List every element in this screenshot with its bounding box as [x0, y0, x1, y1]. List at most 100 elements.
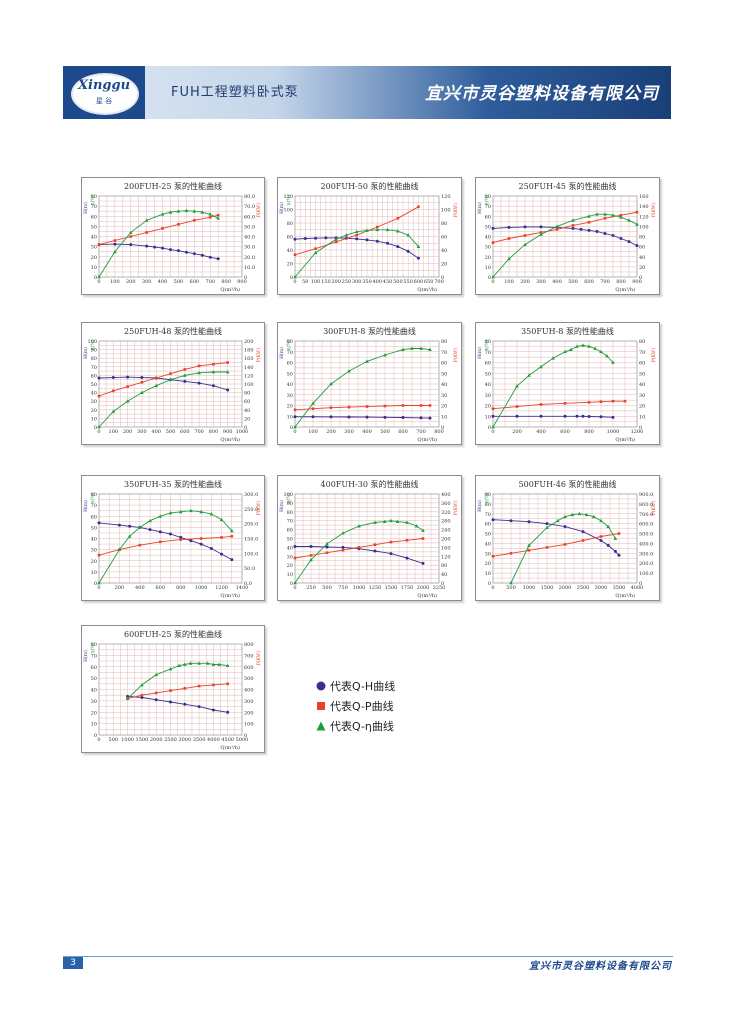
data-point-eta	[396, 229, 400, 233]
x-tick-label: 500	[568, 279, 578, 285]
data-point-qh	[587, 414, 591, 418]
data-point-qp	[140, 693, 144, 697]
data-point-eta	[551, 356, 555, 360]
y-right-tick-label: 30	[639, 393, 645, 399]
data-point-qp	[623, 399, 627, 403]
x-tick-label: 1000	[236, 429, 249, 435]
y-right-tick-label: 900.0	[639, 492, 653, 498]
data-point-qp	[571, 224, 575, 227]
series-eta	[509, 511, 618, 585]
p-axis-unit: P(KW)	[650, 348, 657, 363]
data-point-qp	[419, 404, 423, 407]
chart-350fuh-8: 350FUH-8 泵的性能曲线 H(m) η(%) P(KW) 0 200 400 600 80…	[475, 322, 660, 445]
y-left-tick-label: 10	[287, 414, 293, 420]
x-tick-label: 700	[434, 279, 444, 285]
data-point-eta	[158, 514, 163, 518]
y-left-tick-label: 70	[485, 350, 491, 356]
data-point-qh	[355, 237, 359, 241]
plot-frame	[294, 493, 440, 584]
data-point-eta	[140, 390, 144, 394]
data-point-qp	[527, 549, 531, 552]
y-right-tick-label: 400.0	[639, 541, 653, 547]
y-right-tick-label: 120	[639, 214, 649, 220]
data-point-qh	[184, 250, 188, 254]
y-right-tick-label: 0	[244, 425, 247, 431]
data-point-qh	[176, 249, 180, 253]
x-tick-label: 600	[180, 429, 190, 435]
data-point-eta	[357, 524, 361, 528]
y-left-tick-label: 80	[91, 642, 97, 648]
data-point-qp	[293, 556, 297, 560]
x-tick-label: 0	[97, 737, 100, 743]
x-axis-label: Q(m³/h)	[220, 436, 240, 443]
x-tick-label: 500	[380, 429, 390, 435]
y-left-tick-label: 80	[287, 510, 293, 516]
y-left-tick-label: 30	[91, 245, 97, 251]
series-eta	[97, 508, 234, 585]
y-left-tick-label: 10	[485, 571, 491, 577]
chart-350fuh-35: 350FUH-35 泵的性能曲线 H(m) η(%) P(KW) 0 200 400 600 8…	[81, 475, 265, 601]
y-left-tick-label: 10	[485, 265, 491, 271]
data-point-eta	[184, 208, 189, 213]
data-point-qp	[183, 687, 187, 690]
x-tick-label: 0	[491, 429, 494, 435]
data-point-qh	[230, 558, 234, 562]
y-right-tick-label: 10	[639, 414, 645, 420]
chart-200fuh-50: 200FUH-50 泵的性能曲线 H(m) η(%) P(KW) 0 50 100 150 20…	[277, 177, 462, 295]
y-right-tick-label: 0	[441, 581, 444, 587]
series-qh	[97, 242, 220, 261]
series-eta	[491, 212, 639, 279]
data-point-eta	[127, 534, 132, 538]
data-point-qh	[581, 530, 585, 534]
chart-300fuh-8: 300FUH-8 泵的性能曲线 H(m) η(%) P(KW) 0 100 200 300 40…	[277, 322, 462, 445]
series-line-qp	[98, 535, 232, 556]
y-right-tick-label: 40	[244, 408, 250, 414]
y-left-tick-label: 10	[91, 416, 97, 422]
data-point-eta	[113, 249, 117, 254]
data-point-qh	[507, 225, 511, 229]
data-point-qp	[509, 552, 513, 555]
data-point-qh	[491, 414, 495, 418]
header-company-name: 宜兴市灵谷塑料设备有限公司	[425, 84, 659, 104]
data-point-qh	[396, 245, 400, 249]
p-axis-unit: P(KW)	[452, 501, 459, 516]
x-tick-label: 2500	[577, 585, 590, 591]
data-point-qh	[611, 233, 615, 237]
data-point-eta	[599, 349, 603, 354]
data-point-qh	[211, 708, 215, 712]
y-left-tick-label: 120	[283, 194, 293, 200]
data-point-qh	[192, 252, 196, 256]
data-point-eta	[563, 349, 567, 354]
x-axis-label: Q(m³/h)	[220, 592, 240, 599]
data-point-eta	[216, 216, 220, 220]
data-point-qh	[211, 384, 215, 388]
x-tick-label: 400	[536, 429, 546, 435]
y-left-tick-label: 50	[287, 537, 293, 543]
x-tick-label: 500	[174, 279, 184, 285]
data-point-eta	[428, 347, 432, 351]
y-left-tick-label: 80	[287, 339, 293, 345]
data-point-qp	[599, 400, 603, 404]
series-line-qp	[492, 211, 638, 244]
data-point-qh	[571, 226, 575, 230]
y-right-tick-label: 20	[244, 416, 250, 422]
data-point-qh	[97, 376, 101, 380]
y-right-tick-label: 800	[244, 642, 254, 648]
eta-axis-unit: η(%)	[89, 643, 96, 654]
x-tick-label: 1000	[523, 585, 536, 591]
data-point-qp	[507, 237, 511, 240]
x-axis-label: Q(m³/h)	[615, 436, 635, 443]
series-qh	[126, 694, 230, 714]
series-qp	[97, 361, 229, 398]
y-left-tick-label: 60	[485, 361, 491, 367]
y-left-tick-label: 60	[287, 235, 293, 241]
data-point-qp	[347, 405, 351, 409]
series-eta	[97, 369, 230, 429]
y-right-tick-label: 50.0	[244, 566, 255, 572]
y-left-tick-label: 30	[287, 393, 293, 399]
x-tick-label: 800	[434, 429, 444, 435]
x-tick-label: 900	[223, 429, 233, 435]
x-tick-label: 3500	[613, 585, 626, 591]
y-right-tick-label: 320	[441, 510, 451, 516]
data-point-qh	[97, 521, 101, 525]
